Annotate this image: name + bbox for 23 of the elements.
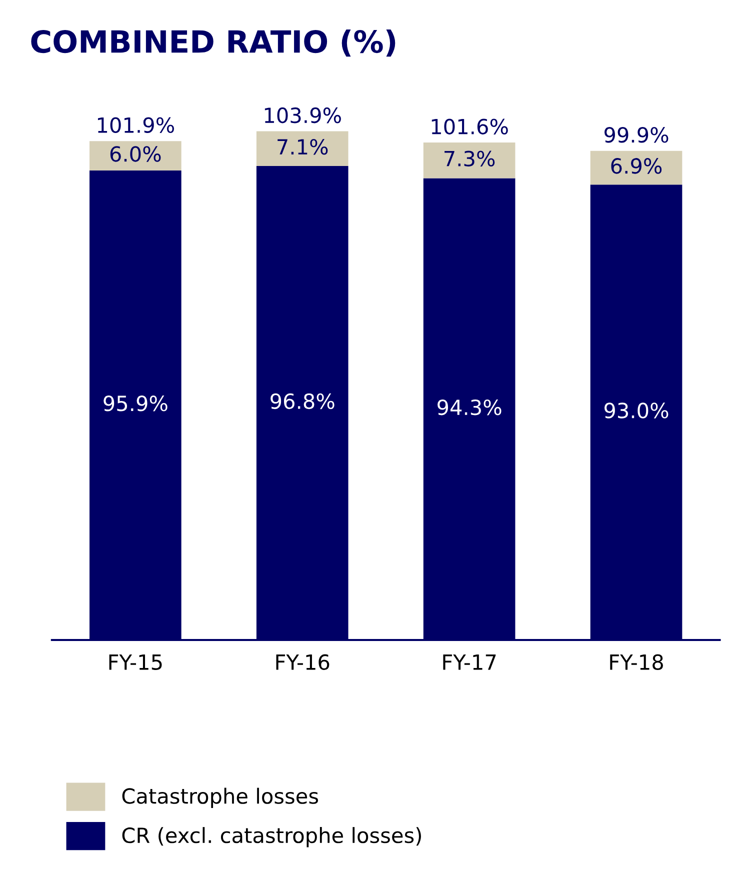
total-label: 101.6%: [432, 118, 508, 134]
chart-title: COMBINED RATIO (%): [31, 29, 396, 57]
data-label: 96.8%: [270, 393, 334, 410]
bar: [590, 150, 682, 185]
bar: [90, 141, 182, 170]
bar: [423, 142, 516, 178]
data-label: 7.3%: [444, 150, 495, 166]
x-tick-label: FY-15: [109, 654, 162, 670]
bar: [256, 131, 348, 166]
data-label: 6.9%: [611, 158, 662, 174]
x-tick-label: FY-18: [610, 654, 663, 670]
data-label: 93.0%: [604, 402, 668, 418]
total-label: 103.9%: [264, 107, 341, 124]
legend-label: Catastrophe losses: [122, 788, 318, 808]
x-tick-label: FY-17: [443, 654, 496, 670]
data-label: 7.1%: [278, 138, 328, 155]
data-label: 94.3%: [438, 399, 502, 416]
total-label: 101.9%: [98, 117, 174, 133]
x-tick-label: FY-16: [276, 654, 330, 670]
data-label: 95.9%: [104, 396, 168, 412]
legend-label: CR (excl. catastrophe losses): [122, 827, 421, 848]
data-label: 6.0%: [110, 146, 161, 162]
total-label: 99.9%: [604, 127, 668, 143]
